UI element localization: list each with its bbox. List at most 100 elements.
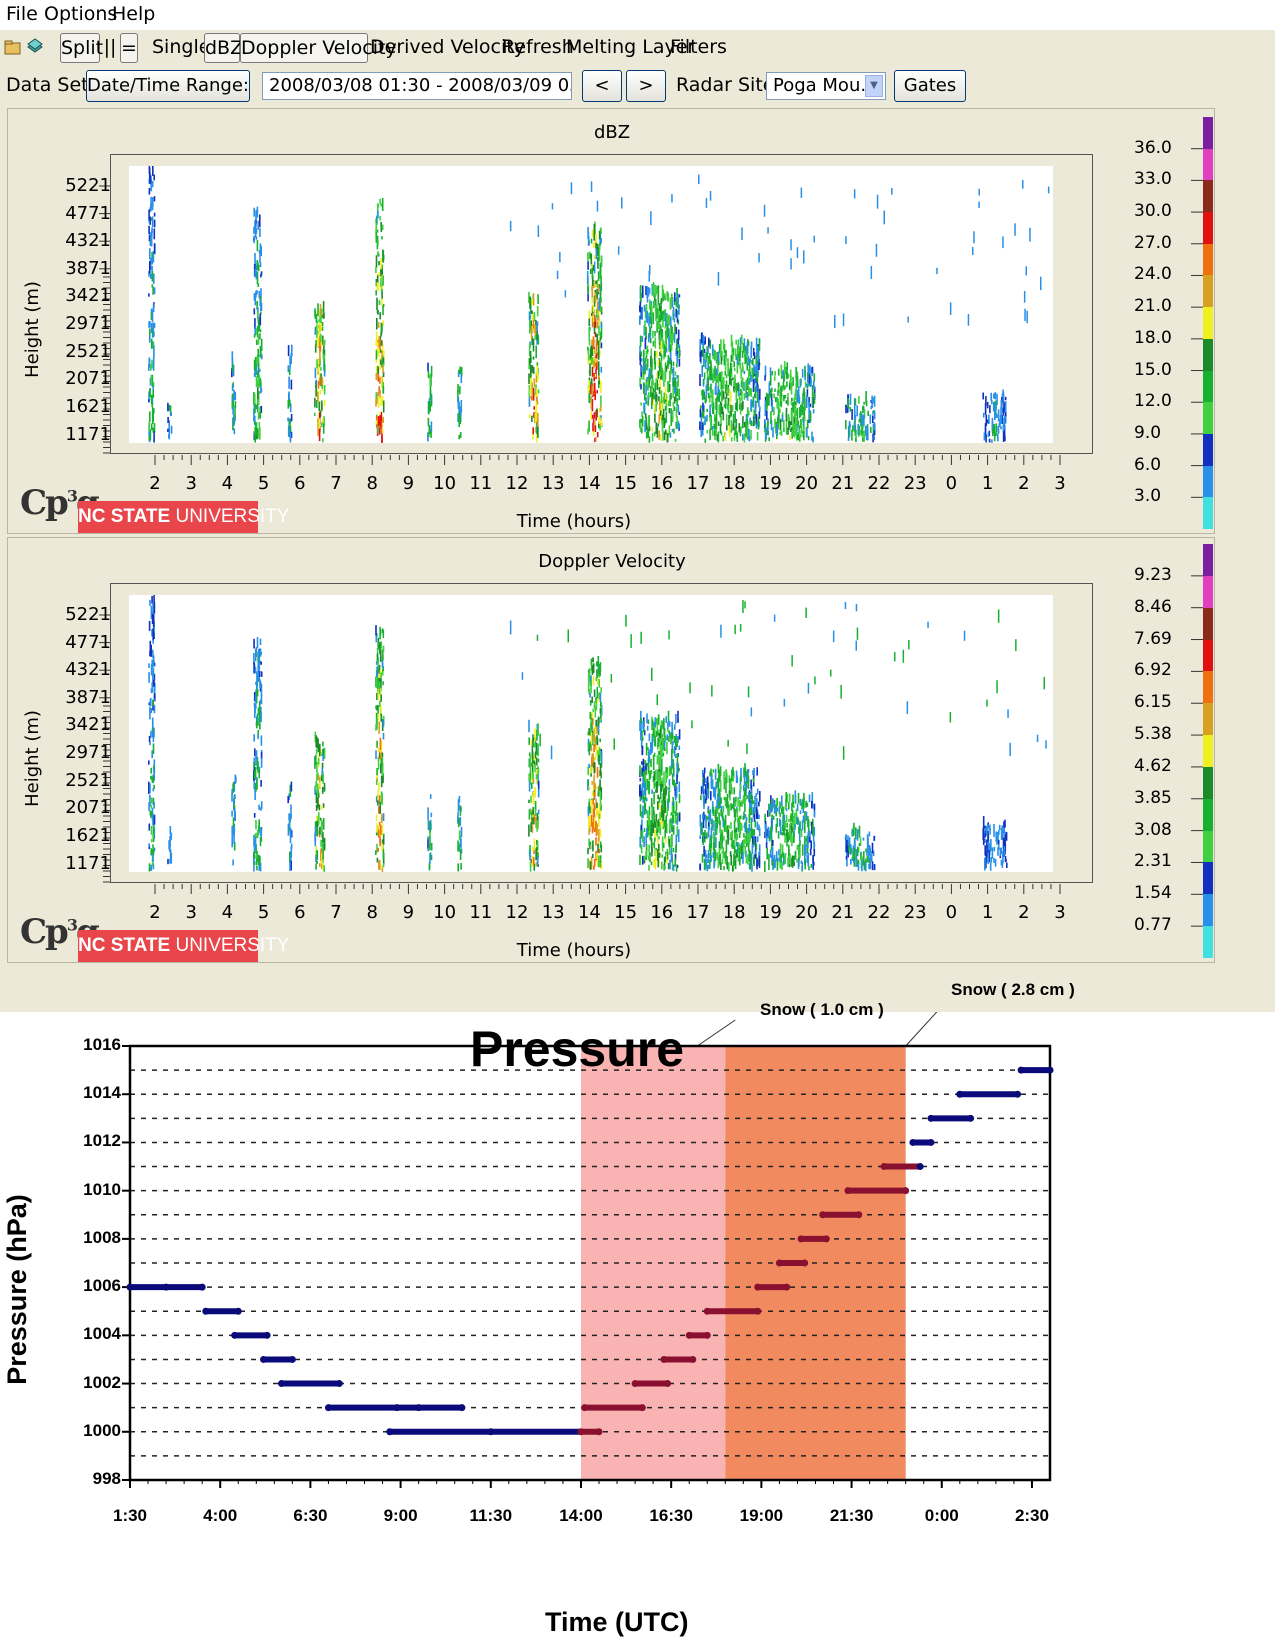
prev-button[interactable]: <: [582, 70, 622, 102]
radar-echo-pixel: [320, 373, 322, 387]
radar-echo-pixel: [381, 669, 384, 676]
radar-echo-pixel: [676, 416, 678, 423]
radar-echo-pixel: [671, 297, 674, 308]
radar-echo-pixel: [936, 267, 938, 275]
date-range-field[interactable]: 2008/03/08 01:30 - 2008/03/09 03:00: [262, 72, 572, 100]
radar-echo-pixel: [872, 850, 875, 857]
radar-echo-pixel: [678, 745, 681, 751]
radar-echo-pixel: [587, 286, 589, 294]
radar-echo-pixel: [381, 662, 384, 669]
radar-echo-pixel: [769, 367, 772, 376]
radar-echo-pixel: [457, 389, 459, 403]
chevron-down-icon[interactable]: ▼: [865, 75, 883, 97]
radar-echo-pixel: [587, 858, 589, 868]
radar-echo-pixel: [592, 676, 595, 686]
radar-echo-pixel: [650, 361, 652, 368]
radar-echo-pixel: [988, 849, 990, 863]
radar-echo-pixel: [703, 767, 706, 774]
dbz-button[interactable]: dBZ: [204, 33, 243, 63]
derived-velocity-button[interactable]: Derived Velocity: [370, 36, 525, 58]
radar-echo-pixel: [655, 789, 657, 793]
single-button[interactable]: Single: [152, 36, 211, 58]
menu-file[interactable]: File: [6, 3, 38, 25]
radar-echo-pixel: [857, 847, 860, 853]
radar-echo-pixel: [770, 419, 773, 431]
radar-echo-pixel: [315, 863, 317, 870]
menu-options[interactable]: Options: [44, 3, 118, 25]
radar-echo-pixel: [321, 321, 324, 327]
radar-echo-pixel: [662, 370, 664, 381]
radar-echo-pixel: [151, 659, 153, 668]
stacked-button[interactable]: =: [120, 33, 138, 63]
radar-echo-pixel: [253, 392, 255, 405]
radar-echo-pixel: [665, 411, 668, 424]
radar-echo-pixel: [667, 314, 669, 325]
radar-echo-pixel: [529, 762, 532, 773]
radar-echo-pixel: [600, 342, 603, 349]
radar-echo-pixel: [731, 352, 734, 362]
radar-echo-pixel: [672, 332, 674, 341]
x-tick-label: 12: [505, 902, 529, 923]
radar-echo-pixel: [597, 843, 599, 853]
velocity-plot-area[interactable]: [129, 595, 1053, 872]
radar-echo-pixel: [258, 422, 261, 428]
radar-echo-pixel: [676, 314, 679, 319]
radar-echo-pixel: [382, 813, 385, 821]
radar-echo-pixel: [777, 398, 780, 410]
radar-echo-pixel: [151, 180, 154, 188]
radar-echo-pixel: [656, 308, 658, 319]
open-folder-icon[interactable]: [4, 38, 22, 56]
dbz-plot-area[interactable]: [129, 166, 1053, 443]
radar-echo-pixel: [595, 248, 598, 260]
radar-echo-pixel: [650, 798, 653, 807]
radar-echo-pixel: [588, 310, 591, 321]
radar-echo-pixel: [537, 419, 539, 427]
radar-echo-pixel: [863, 430, 865, 442]
gates-button[interactable]: Gates: [894, 70, 966, 102]
radar-echo-pixel: [727, 363, 729, 377]
radar-echo-pixel: [670, 415, 673, 426]
radar-echo-pixel: [537, 809, 540, 815]
colorbar-swatch: [1203, 607, 1213, 640]
layers-icon[interactable]: [26, 38, 44, 56]
radar-echo-pixel: [860, 411, 862, 417]
radar-echo-pixel: [664, 387, 667, 400]
date-time-range-button[interactable]: Date/Time Range:: [86, 70, 250, 102]
radar-echo-pixel: [653, 858, 655, 868]
radar-echo-pixel: [643, 304, 646, 312]
menu-help[interactable]: Help: [112, 3, 156, 25]
radar-echo-pixel: [804, 841, 806, 854]
radar-echo-pixel: [663, 431, 666, 441]
filters-button[interactable]: Filters: [670, 36, 727, 58]
radar-echo-pixel: [457, 818, 460, 828]
radar-echo-pixel: [253, 226, 255, 234]
radar-echo-pixel: [672, 748, 674, 754]
x-tick-label: 4: [221, 473, 234, 494]
radar-echo-pixel: [458, 830, 461, 840]
radar-echo-pixel: [998, 422, 1001, 428]
radar-echo-pixel: [648, 781, 650, 794]
radar-echo-pixel: [774, 418, 776, 429]
next-button[interactable]: >: [626, 70, 666, 102]
radar-echo-pixel: [704, 784, 707, 795]
radar-echo-pixel: [598, 408, 601, 413]
radar-echo-pixel: [599, 806, 602, 819]
radar-echo-pixel: [705, 818, 707, 829]
radar-echo-pixel: [753, 352, 756, 360]
split-button[interactable]: Split: [60, 33, 103, 63]
radar-echo-pixel: [377, 322, 380, 328]
plot-frame: [110, 154, 1093, 454]
radar-echo-pixel: [323, 782, 326, 790]
radar-echo-pixel: [676, 388, 678, 397]
radar-echo-pixel: [781, 414, 784, 422]
radar-echo-pixel: [644, 357, 647, 363]
radar-echo-pixel: [151, 308, 153, 312]
refresh-button[interactable]: Refresh: [502, 36, 574, 58]
radar-echo-pixel: [319, 390, 321, 395]
radar-site-select[interactable]: Poga Mou... ▼: [766, 72, 886, 100]
y-tick-label: 3421: [65, 714, 111, 735]
radar-echo-pixel: [169, 835, 171, 847]
doppler-velocity-button[interactable]: Doppler Velocity: [240, 33, 397, 63]
side-by-side-button[interactable]: ||: [103, 36, 117, 58]
melting-layer-button[interactable]: Melting Layer: [566, 36, 696, 58]
